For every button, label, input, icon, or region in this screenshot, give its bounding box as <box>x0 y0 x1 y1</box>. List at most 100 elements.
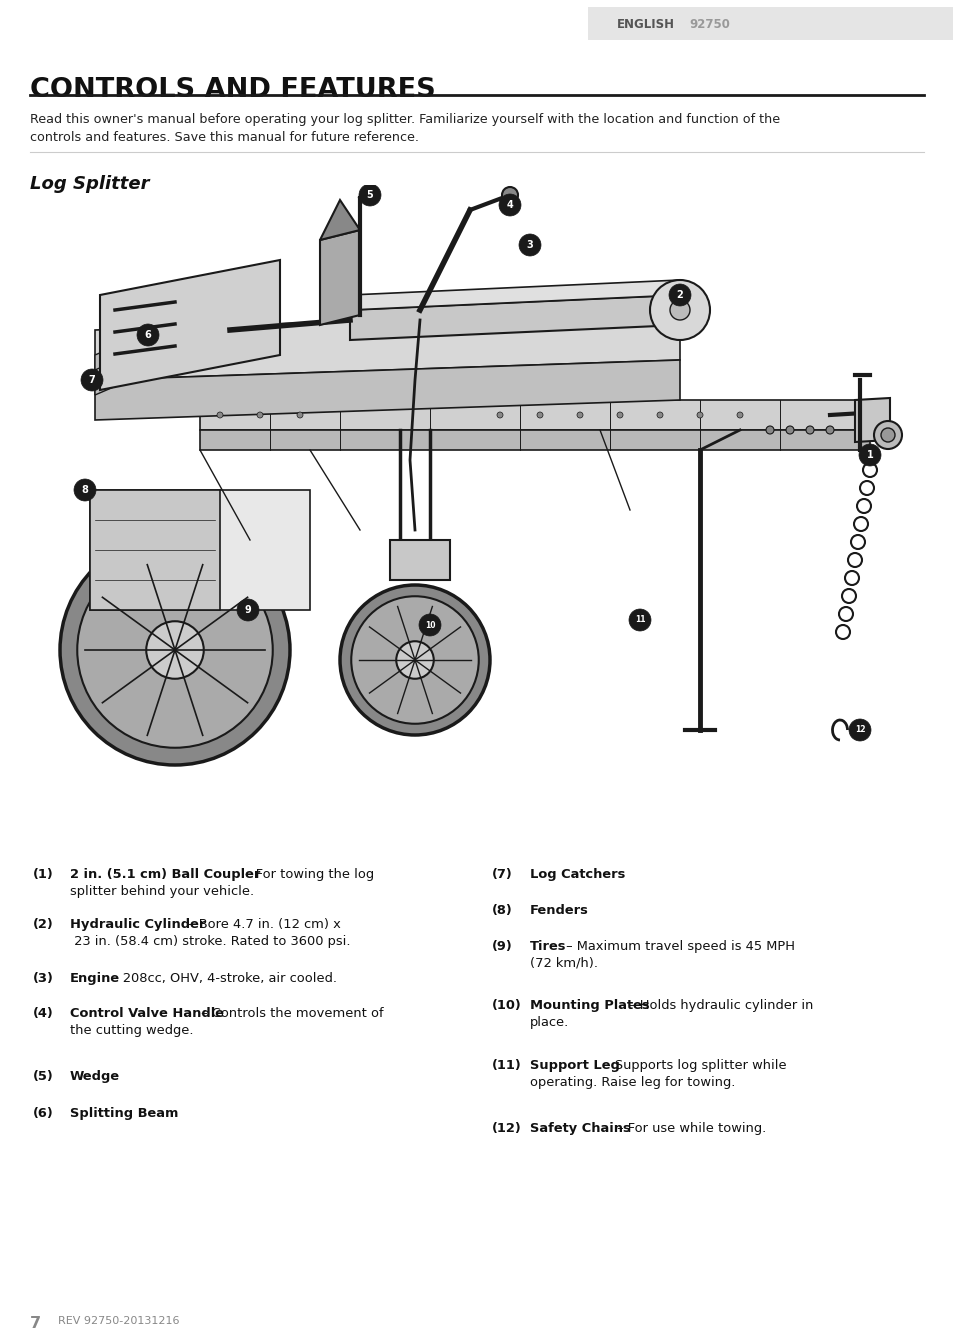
Text: – Supports log splitter while: – Supports log splitter while <box>599 1059 785 1072</box>
Polygon shape <box>319 200 359 240</box>
Text: splitter behind your vehicle.: splitter behind your vehicle. <box>70 884 253 898</box>
Text: 92750: 92750 <box>688 17 729 31</box>
Text: (5): (5) <box>33 1070 53 1083</box>
Text: Control Valve Handle: Control Valve Handle <box>70 1006 224 1020</box>
Circle shape <box>858 444 880 466</box>
Circle shape <box>137 323 159 346</box>
Text: Fenders: Fenders <box>530 905 588 917</box>
Text: Support Leg: Support Leg <box>530 1059 619 1072</box>
Text: the cutting wedge.: the cutting wedge. <box>70 1024 193 1037</box>
Text: 6: 6 <box>145 330 152 340</box>
Circle shape <box>649 280 709 340</box>
Circle shape <box>697 412 702 417</box>
Circle shape <box>351 596 478 723</box>
Circle shape <box>74 479 96 501</box>
Text: 4: 4 <box>506 200 513 209</box>
Text: – Controls the movement of: – Controls the movement of <box>196 1006 383 1020</box>
Text: (1): (1) <box>33 868 53 880</box>
Text: 1: 1 <box>865 450 872 460</box>
Text: – Maximum travel speed is 45 MPH: – Maximum travel speed is 45 MPH <box>561 939 794 953</box>
Circle shape <box>236 599 258 621</box>
Circle shape <box>657 412 662 417</box>
Circle shape <box>873 421 901 450</box>
Circle shape <box>146 621 204 679</box>
Text: (10): (10) <box>492 998 521 1012</box>
Polygon shape <box>95 340 130 370</box>
Circle shape <box>765 425 773 433</box>
Circle shape <box>537 412 542 417</box>
Text: 2 in. (5.1 cm) Ball Coupler: 2 in. (5.1 cm) Ball Coupler <box>70 868 260 880</box>
Circle shape <box>81 369 103 391</box>
Polygon shape <box>100 260 280 391</box>
Text: (4): (4) <box>33 1006 53 1020</box>
Text: (6): (6) <box>33 1107 53 1121</box>
Text: – For use while towing.: – For use while towing. <box>612 1122 765 1135</box>
Circle shape <box>668 285 690 306</box>
Circle shape <box>737 412 742 417</box>
Text: 8: 8 <box>81 484 89 495</box>
Circle shape <box>77 553 273 747</box>
Circle shape <box>256 412 263 417</box>
Text: Tires: Tires <box>530 939 566 953</box>
Text: – Holds hydraulic cylinder in: – Holds hydraulic cylinder in <box>624 998 813 1012</box>
Polygon shape <box>90 490 310 611</box>
Circle shape <box>358 184 380 207</box>
Text: – For towing the log: – For towing the log <box>241 868 375 880</box>
Circle shape <box>296 412 303 417</box>
Circle shape <box>848 719 870 741</box>
Circle shape <box>497 412 502 417</box>
Text: – 208cc, OHV, 4-stroke, air cooled.: – 208cc, OHV, 4-stroke, air cooled. <box>108 972 336 985</box>
Polygon shape <box>854 399 889 442</box>
Circle shape <box>617 412 622 417</box>
Text: 7: 7 <box>89 374 95 385</box>
Text: ENGLISH: ENGLISH <box>617 17 675 31</box>
Circle shape <box>825 425 833 433</box>
Text: Read this owner's manual before operating your log splitter. Familiarize yoursel: Read this owner's manual before operatin… <box>30 113 780 126</box>
Text: Hydraulic Cylinder: Hydraulic Cylinder <box>70 918 205 931</box>
Circle shape <box>805 425 813 433</box>
Circle shape <box>60 535 290 765</box>
Text: (3): (3) <box>33 972 53 985</box>
Circle shape <box>880 428 894 442</box>
Text: 11: 11 <box>634 616 644 624</box>
Circle shape <box>339 585 490 735</box>
Circle shape <box>785 425 793 433</box>
Polygon shape <box>200 429 869 450</box>
Polygon shape <box>200 400 869 429</box>
Circle shape <box>216 412 223 417</box>
Text: Log Catchers: Log Catchers <box>530 868 624 880</box>
Text: Engine: Engine <box>70 972 120 985</box>
Text: 7: 7 <box>30 1317 41 1331</box>
Text: Wedge: Wedge <box>70 1070 120 1083</box>
Circle shape <box>518 234 540 256</box>
Circle shape <box>577 412 582 417</box>
Text: 5: 5 <box>366 191 373 200</box>
Polygon shape <box>95 360 679 420</box>
Circle shape <box>628 609 650 631</box>
Text: (11): (11) <box>492 1059 521 1072</box>
Circle shape <box>395 641 434 679</box>
Polygon shape <box>350 280 679 310</box>
Bar <box>587 7 953 40</box>
Text: CONTROLS AND FEATURES: CONTROLS AND FEATURES <box>30 76 436 103</box>
Text: 3: 3 <box>526 240 533 250</box>
Text: 9: 9 <box>244 605 251 615</box>
Text: (8): (8) <box>492 905 512 917</box>
Text: Mounting Plates: Mounting Plates <box>530 998 649 1012</box>
Text: operating. Raise leg for towing.: operating. Raise leg for towing. <box>530 1076 735 1088</box>
Text: 12: 12 <box>854 726 864 734</box>
Circle shape <box>501 187 517 203</box>
Polygon shape <box>319 229 359 325</box>
Polygon shape <box>95 310 679 380</box>
Text: (12): (12) <box>492 1122 521 1135</box>
Text: Splitting Beam: Splitting Beam <box>70 1107 178 1121</box>
Text: Log Splitter: Log Splitter <box>30 174 150 193</box>
Polygon shape <box>350 295 679 340</box>
Text: – Bore 4.7 in. (12 cm) x: – Bore 4.7 in. (12 cm) x <box>184 918 341 931</box>
Text: (7): (7) <box>492 868 512 880</box>
Text: 23 in. (58.4 cm) stroke. Rated to 3600 psi.: 23 in. (58.4 cm) stroke. Rated to 3600 p… <box>70 935 350 947</box>
Text: 2: 2 <box>676 290 682 301</box>
Circle shape <box>418 615 440 636</box>
Text: place.: place. <box>530 1016 569 1029</box>
Text: REV 92750-20131216: REV 92750-20131216 <box>58 1317 179 1326</box>
